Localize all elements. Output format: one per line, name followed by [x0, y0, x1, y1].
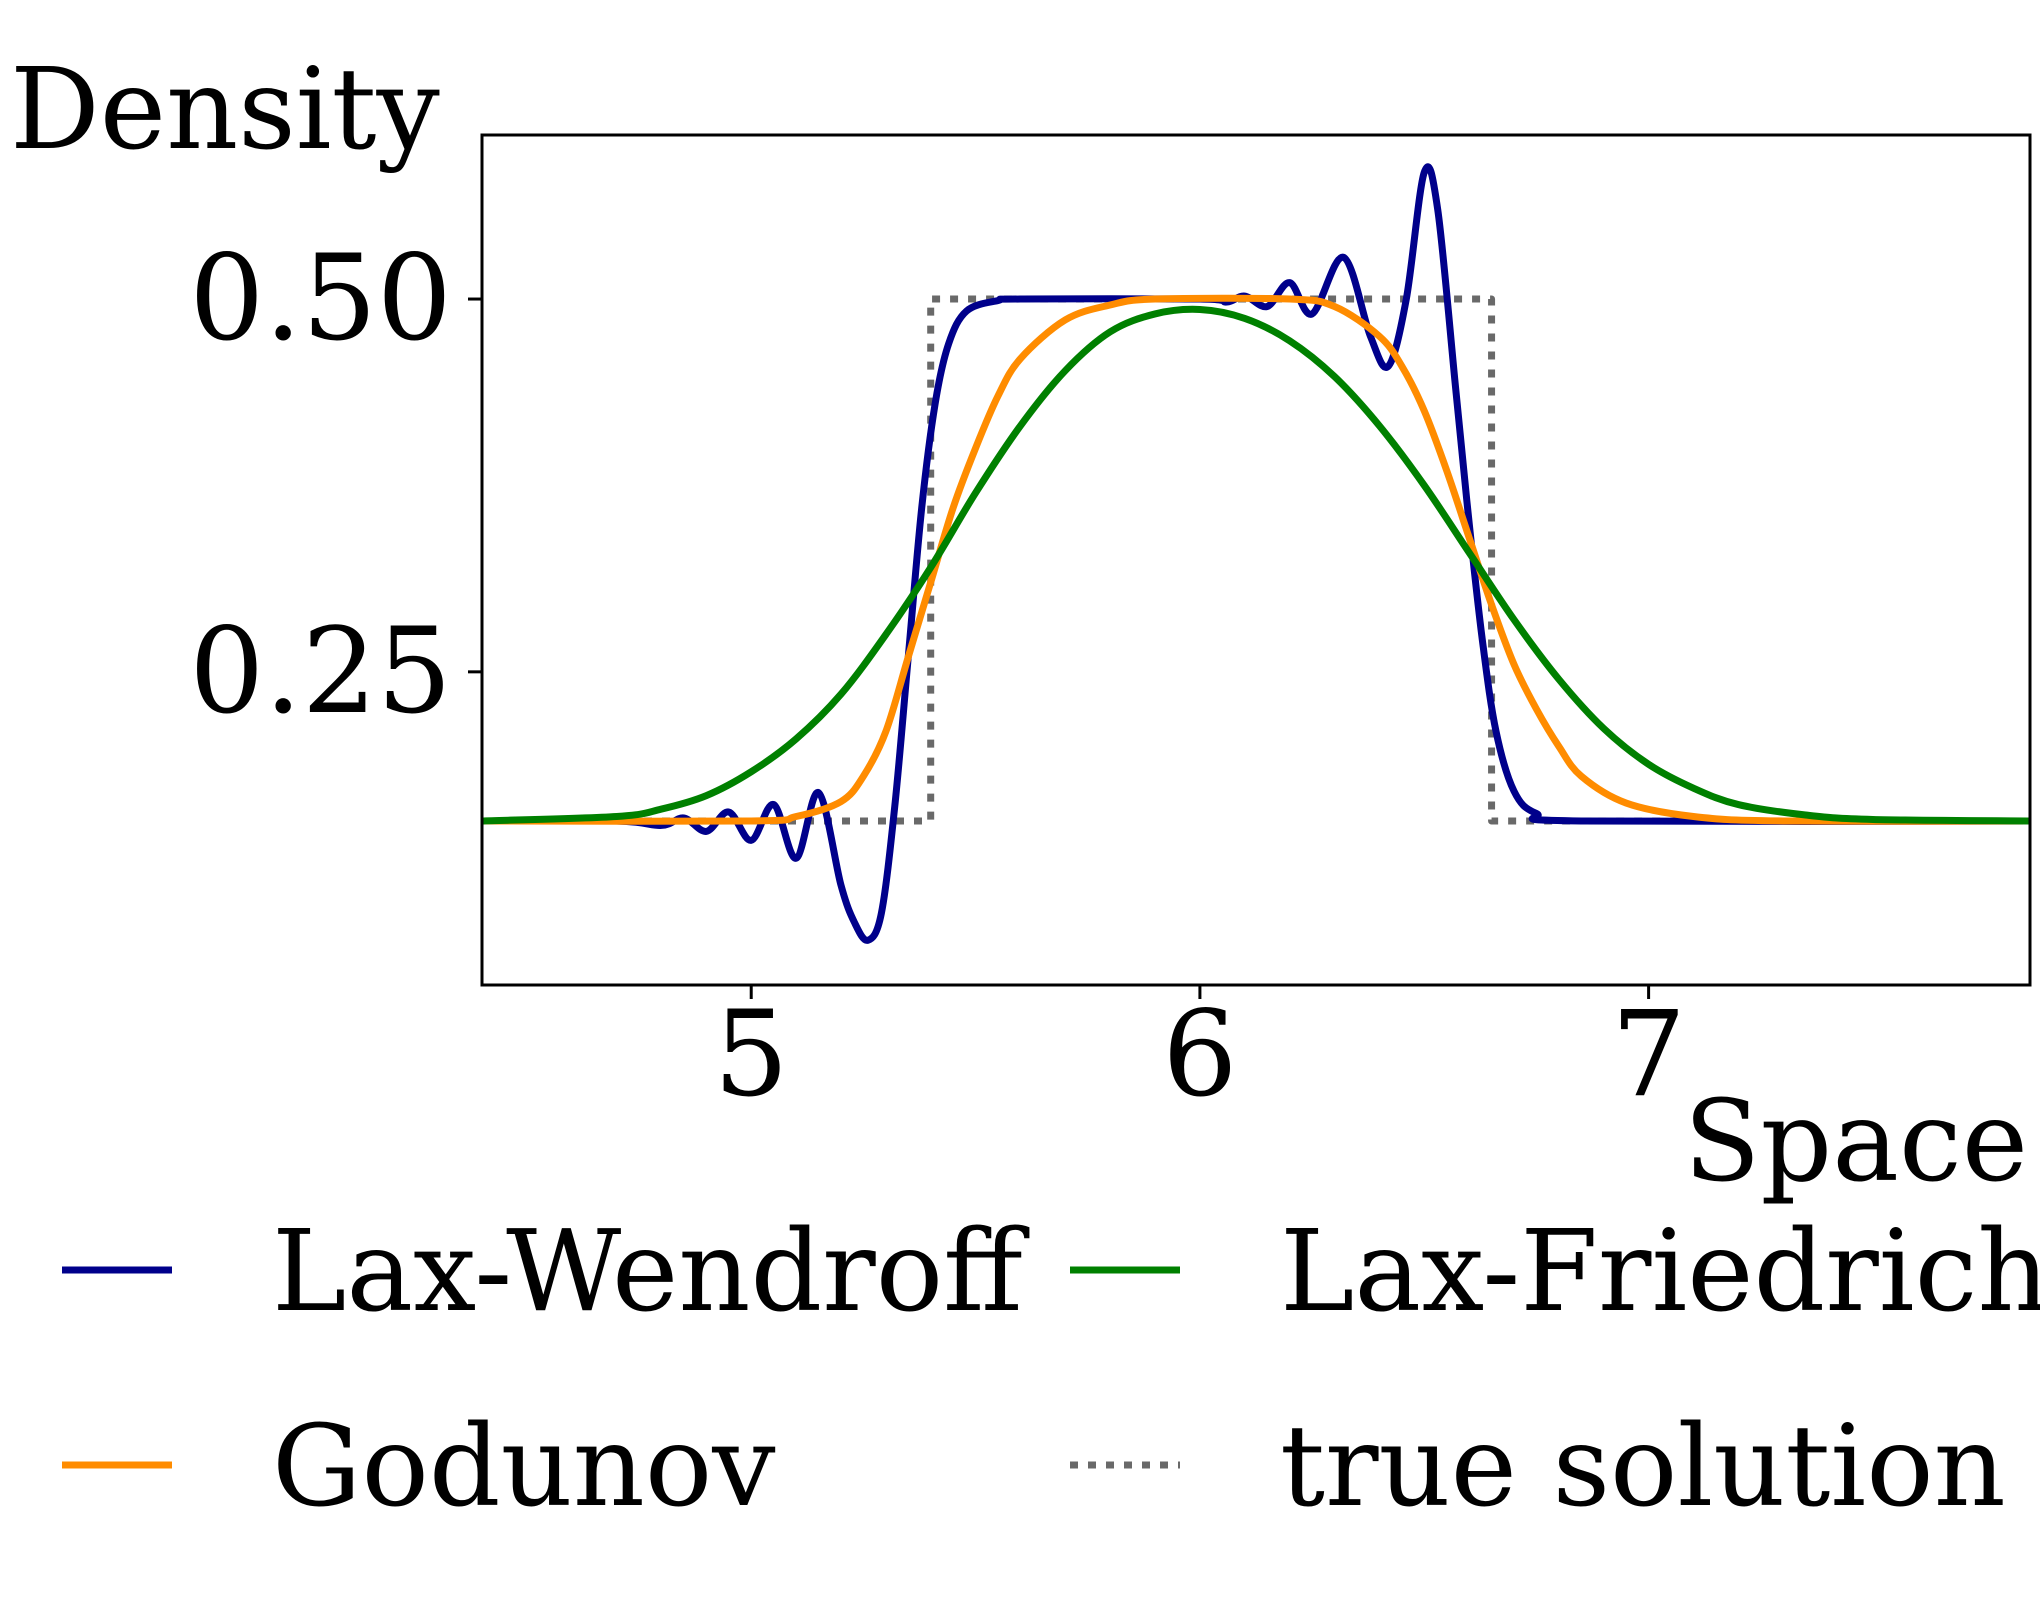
legend: Lax-Wendroff Godunov Lax-Friedrichs true so… — [62, 1207, 2040, 1532]
legend-label: Godunov — [272, 1402, 776, 1532]
legend-label: Lax-Friedrichs — [1280, 1207, 2040, 1337]
legend-label: Lax-Wendroff — [272, 1207, 1030, 1337]
y-tick-label: 0.50 — [189, 229, 452, 367]
legend-label: true solution — [1280, 1402, 2006, 1532]
axes: 5 6 7 0.25 0.50 — [189, 133, 2032, 1123]
series-line-lax-friedrichs — [481, 305, 2031, 825]
y-tick-label: 0.25 — [189, 602, 452, 740]
series-line-godunov — [481, 294, 2031, 825]
x-tick-label: 5 — [714, 985, 789, 1123]
x-axis-label: Space — [1684, 1077, 2028, 1207]
y-axis-label: Density — [10, 45, 440, 175]
series-line-true-solution — [482, 295, 2030, 825]
plot-lines — [481, 163, 2031, 944]
x-tick-label: 7 — [1611, 985, 1686, 1123]
plot-frame — [480, 133, 2032, 987]
x-tick-label: 6 — [1162, 985, 1237, 1123]
